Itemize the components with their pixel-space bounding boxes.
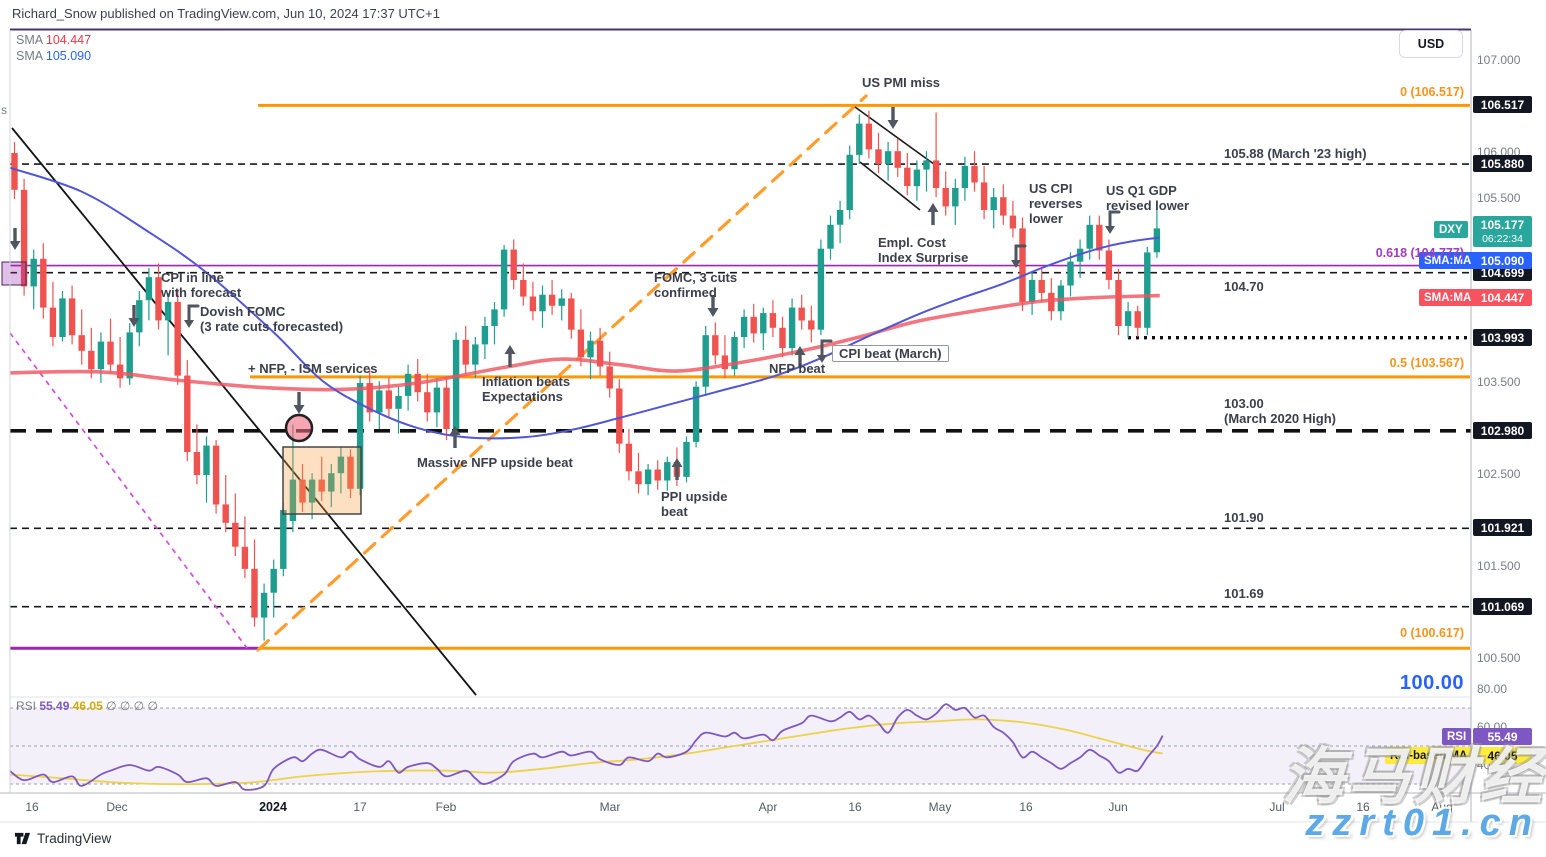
dxy-symbol-tag: DXY [1434, 221, 1468, 238]
annotation-ppi-upside-beat[interactable]: PPI upside beat [661, 489, 728, 519]
rsi-tag: RSI [1442, 728, 1472, 745]
time-tick-16[interactable]: 16 [25, 800, 39, 814]
price-tick-102.500[interactable]: 102.500 [1477, 467, 1521, 481]
rsi-ma-value-badge: 46.05 [1473, 747, 1532, 764]
time-tick-Mar[interactable]: Mar [599, 800, 621, 814]
annotation-us-q1-gdp[interactable]: US Q1 GDP revised lower [1106, 183, 1190, 213]
label-fib-0-bottom: 0 (100.617) [1400, 626, 1464, 640]
sma-slow-line[interactable] [9, 166, 1160, 440]
fib-anchor-box[interactable] [1, 261, 27, 286]
annotation-nfp-beat[interactable]: NFP beat [769, 361, 826, 376]
rsi-legend-value: 55.49 [39, 699, 70, 713]
price-tick-105.500[interactable]: 105.500 [1477, 191, 1521, 205]
time-tick-2024[interactable]: 2024 [259, 800, 287, 814]
time-tick-16[interactable]: 16 [1356, 800, 1370, 814]
tradingview-logo[interactable]: TradingView [14, 830, 111, 847]
annotation-march2020-high[interactable]: 103.00 (March 2020 High) [1224, 396, 1336, 426]
rsi-ma-legend-value: 46.05 [72, 699, 103, 713]
sma-fast-tag: SMA:MA [1419, 289, 1477, 306]
time-tick-Apr[interactable]: Apr [758, 800, 778, 814]
label-level-100-00: 100.00 [1399, 672, 1464, 694]
tradingview-logo-text: TradingView [37, 831, 112, 846]
rsi-tick-80.00[interactable]: 80.00 [1477, 682, 1508, 696]
time-tick-Jul[interactable]: Jul [1269, 800, 1285, 814]
annotation-dovish-fomc[interactable]: Dovish FOMC (3 rate cuts forecasted) [200, 304, 344, 334]
time-tick-Aug[interactable]: Aug [1431, 800, 1453, 814]
price-tick-103.500[interactable]: 103.500 [1477, 375, 1521, 389]
time-tick-17[interactable]: 17 [353, 800, 367, 814]
price-badge-101.069: 101.069 [1473, 598, 1532, 615]
price-tick-107.000[interactable]: 107.000 [1477, 53, 1521, 67]
time-tick-Jun[interactable]: Jun [1108, 800, 1128, 814]
currency-usd-button[interactable]: USD [1399, 30, 1463, 58]
sma1-value: 104.447 [45, 33, 92, 47]
label-fib-0618: 0.618 (104.777) [1375, 246, 1464, 260]
tradingview-logo-icon [14, 832, 31, 845]
annotation-empl-cost-index[interactable]: Empl. Cost Index Surprise [878, 235, 969, 265]
dxy-price-badge: 105.177 06:22:34 [1473, 216, 1532, 247]
annotation-level-101-90[interactable]: 101.90 [1224, 510, 1264, 525]
trendlines[interactable] [9, 94, 939, 696]
rsi-ma-tag: RSI-based MA [1385, 747, 1473, 764]
annotation-march23-high[interactable]: 105.88 (March '23 high) [1224, 146, 1367, 161]
rsi-legend[interactable]: RSI 55.49 46.05 ∅ ∅ ∅ ∅ [16, 699, 158, 713]
annotation-cpi-beat-march[interactable]: CPI beat (March) [832, 345, 949, 362]
publish-header: Richard_Snow published on TradingView.co… [12, 6, 440, 21]
annotation-us-cpi-reverses[interactable]: US CPI reverses lower [1029, 181, 1083, 226]
sma1-label: SMA [16, 33, 43, 47]
sma-legend-row-2[interactable]: SMA 105.090 [16, 49, 91, 63]
annotation-fomc-3-cuts[interactable]: FOMC, 3 cuts confirmed [654, 270, 738, 300]
rsi-value-badge: 55.49 [1473, 728, 1532, 745]
candles [11, 110, 1161, 641]
annotation-massive-nfp[interactable]: Massive NFP upside beat [417, 455, 573, 470]
sma-slow-value-badge: 105.090 [1473, 252, 1532, 269]
time-tick-Dec[interactable]: Dec [106, 800, 128, 814]
annotation-level-104-70[interactable]: 104.70 [1224, 279, 1264, 294]
rsi-legend-label: RSI [16, 699, 37, 713]
price-badge-101.921: 101.921 [1473, 519, 1532, 536]
watermark-url: zzrt01.cn [1305, 802, 1540, 844]
time-tick-16[interactable]: 16 [1019, 800, 1033, 814]
highlight-box[interactable] [282, 446, 362, 515]
sma2-value: 105.090 [45, 49, 92, 63]
rsi-pane [10, 707, 1471, 785]
time-tick-16[interactable]: 16 [848, 800, 862, 814]
annotation-nfp-ism[interactable]: + NFP, - ISM services [248, 361, 378, 376]
sma-legend-row-1[interactable]: SMA 104.447 [16, 33, 91, 47]
price-tick-100.500[interactable]: 100.500 [1477, 651, 1521, 665]
price-badge-106.517: 106.517 [1473, 96, 1532, 113]
rsi-line[interactable] [9, 703, 1164, 791]
rsi-ma-line[interactable] [9, 718, 1163, 786]
sma-fast-line[interactable] [9, 293, 1160, 392]
label-fib-0-top: 0 (106.517) [1400, 85, 1464, 99]
time-tick-May[interactable]: May [928, 800, 952, 814]
price-badge-102.980: 102.980 [1473, 422, 1532, 439]
rsi-legend-placeholders: ∅ ∅ ∅ ∅ [106, 699, 158, 713]
footer-bar [0, 823, 1546, 857]
price-badge-105.880: 105.880 [1473, 155, 1532, 172]
pane-borders [0, 28, 1546, 823]
price-badge-103.993: 103.993 [1473, 329, 1532, 346]
annotation-inflation-beats[interactable]: Inflation beats Expectations [482, 374, 571, 404]
label-fib-05: 0.5 (103.567) [1389, 356, 1464, 370]
watermark-cjk: 海马财经 [1281, 740, 1546, 813]
annotation-cpi-in-line[interactable]: CPI in line with forecast [161, 270, 242, 300]
fib-lines[interactable] [10, 103, 1471, 650]
annotation-level-101-69[interactable]: 101.69 [1224, 586, 1264, 601]
annotation-arrows[interactable] [9, 107, 1121, 480]
time-tick-Feb[interactable]: Feb [435, 800, 457, 814]
annotation-us-pmi-miss[interactable]: US PMI miss [862, 75, 941, 90]
clipped-text-fragment: s [1, 103, 7, 117]
price-tick-101.500[interactable]: 101.500 [1477, 559, 1521, 573]
sma-fast-value-badge: 104.447 [1473, 289, 1532, 306]
event-circle[interactable] [284, 413, 314, 443]
sma2-label: SMA [16, 49, 43, 63]
sma-slow-tag: SMA:MA [1419, 252, 1477, 269]
